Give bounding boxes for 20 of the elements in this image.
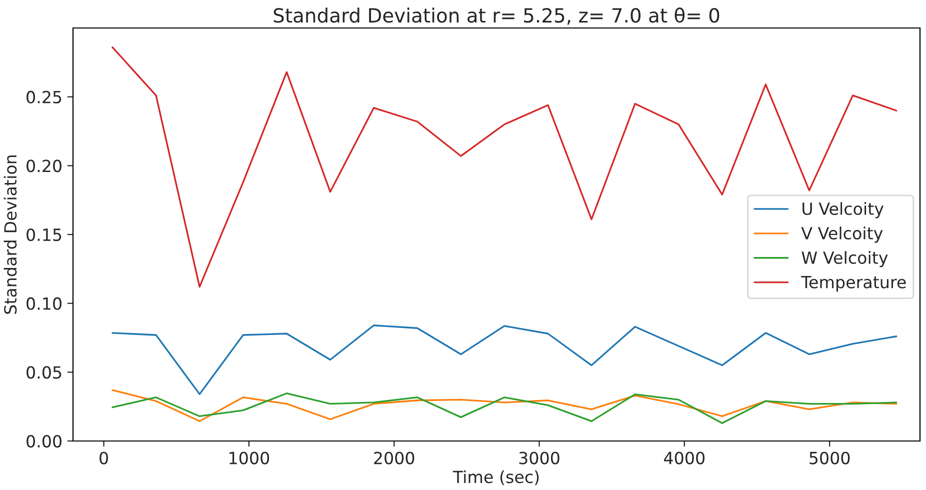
y-tick-label: 0.15 bbox=[26, 228, 62, 242]
y-tick-label: 0.20 bbox=[26, 160, 62, 172]
legend-label: Temperature bbox=[801, 276, 906, 292]
legend-label: W Velcoity bbox=[802, 251, 888, 268]
y-tick-label: 0.25 bbox=[26, 90, 62, 104]
x-tick-label: 5000 bbox=[810, 452, 850, 464]
x-tick-label: 1000 bbox=[230, 452, 270, 464]
y-tick-label: 0.05 bbox=[26, 366, 62, 379]
x-tick-label: 2000 bbox=[374, 452, 414, 464]
x-axis-title: Time (sec) bbox=[452, 470, 539, 486]
legend-label: U Velcoity bbox=[802, 202, 884, 218]
x-tick-label: 4000 bbox=[664, 452, 705, 464]
y-tick-label: 0.10 bbox=[26, 297, 62, 310]
y-tick-label: 0.00 bbox=[26, 434, 62, 448]
legend-label: V Velcoity bbox=[801, 226, 883, 243]
line-series bbox=[112, 324, 898, 396]
y-axis-title: Standard Deviation bbox=[4, 155, 17, 314]
x-tick-label: 3000 bbox=[519, 452, 560, 464]
x-tick-label: 0 bbox=[100, 452, 108, 464]
chart-title: Standard Deviation at r= 5.25, z= 7.0 at θ= 0 bbox=[274, 8, 720, 25]
